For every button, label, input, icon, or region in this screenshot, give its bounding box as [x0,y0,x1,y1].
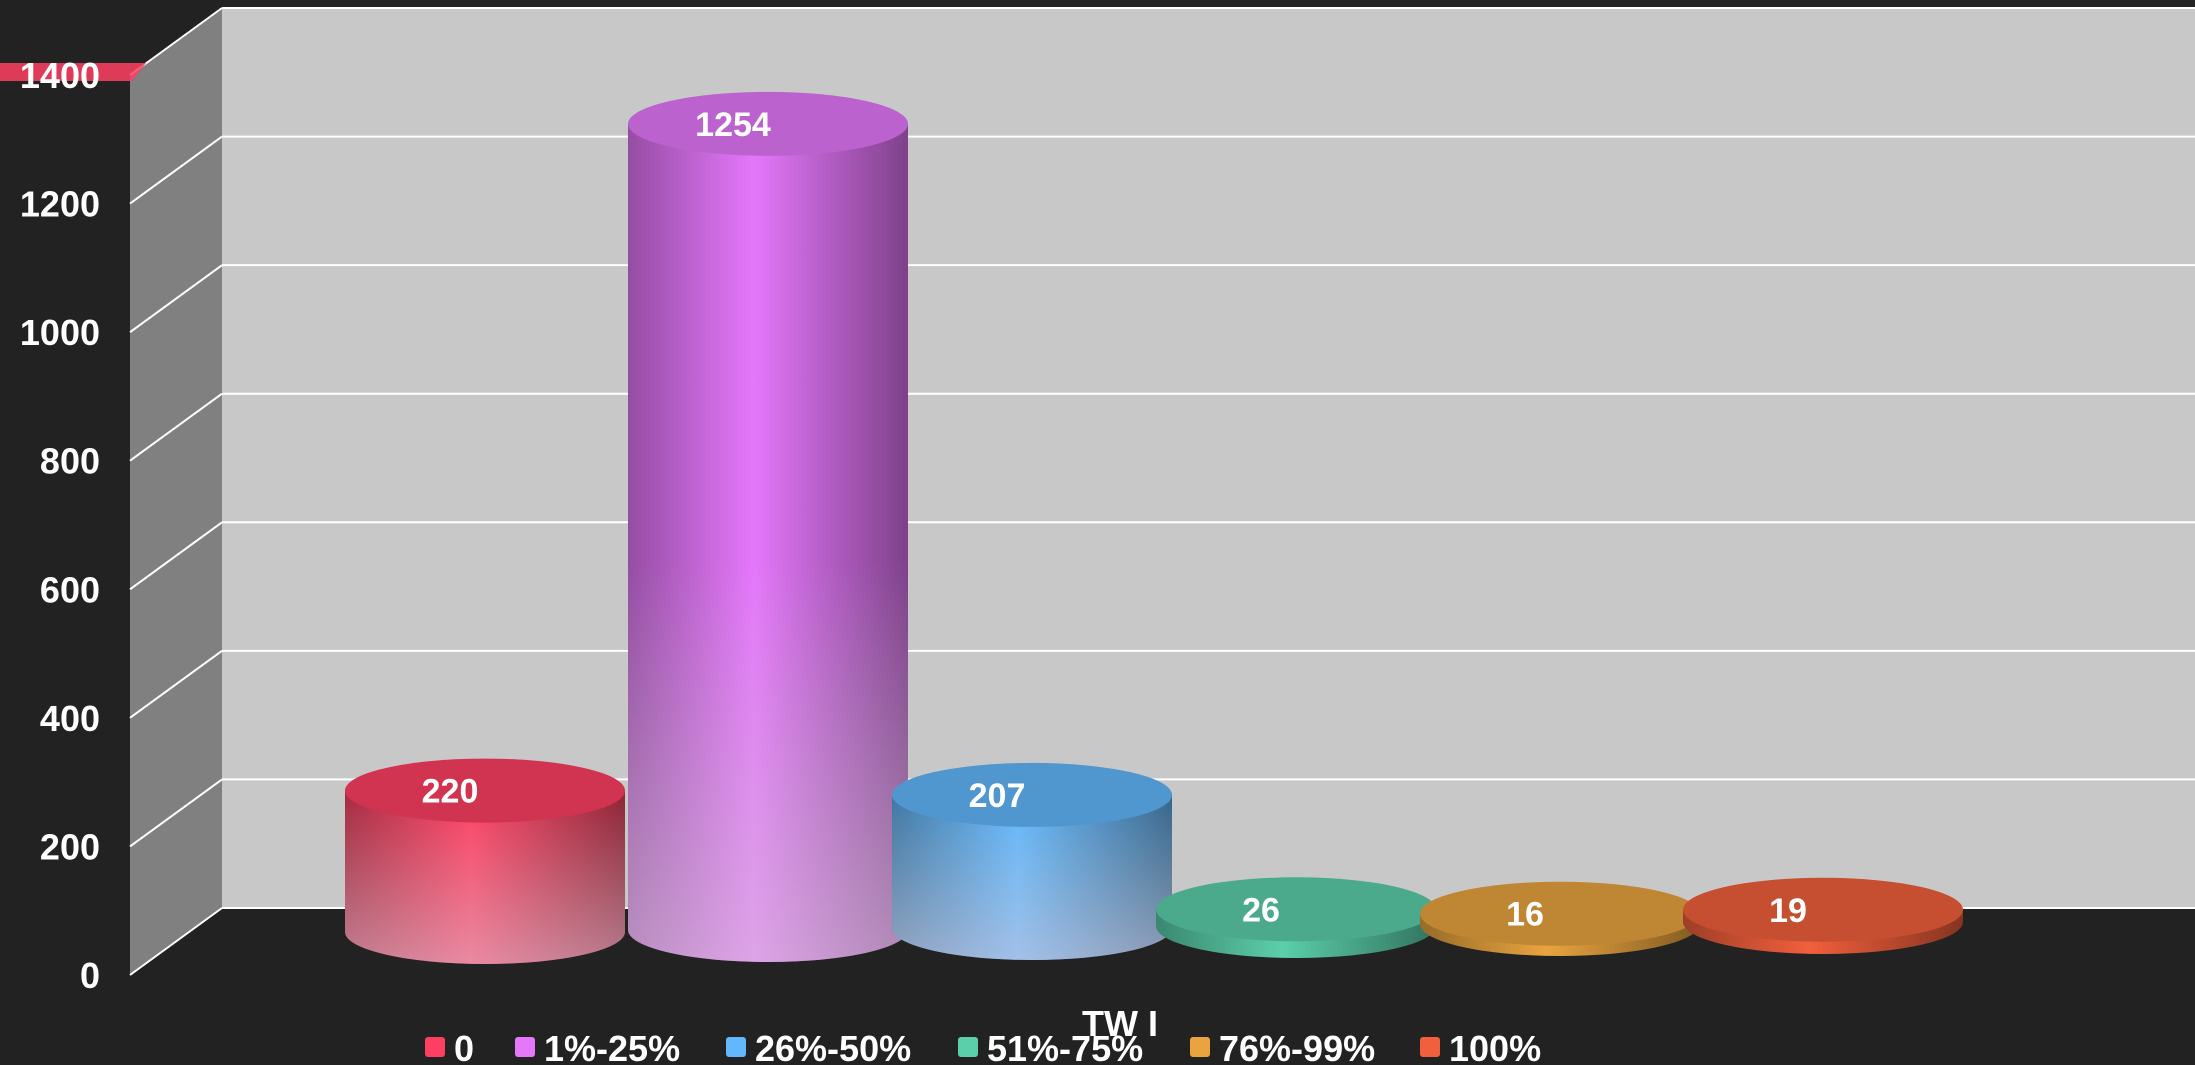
gridline-depth [129,392,223,462]
legend-label: 51%-75% [987,1028,1143,1065]
y-tick-label: 1000 [20,312,100,353]
y-tick-label: 400 [40,698,100,739]
y-tick-label: 1400 [20,55,100,96]
legend-swatch [515,1037,535,1057]
legend-label: 1%-25% [544,1028,680,1065]
bar-top [628,91,908,156]
bar [892,762,1172,960]
bar-top [345,758,625,823]
bar-top [1683,877,1963,942]
y-tick-label: 800 [40,441,100,482]
bar-reflection [892,794,1172,960]
gridline-depth [129,907,223,976]
legend-swatch [726,1037,746,1057]
bar [1683,877,1963,954]
data-label: 16 [1506,896,1544,934]
bar-reflection [345,790,625,964]
gridline-depth [129,264,223,333]
bar [1156,877,1436,958]
x-axis-title: TW I [1082,1003,1158,1044]
data-label: 19 [1769,892,1807,930]
bar [1420,881,1700,956]
bar-reflection [628,560,908,962]
data-label: 207 [969,777,1026,815]
legend-swatch [958,1037,978,1057]
bar [628,91,908,963]
y-tick-label: 0 [80,955,100,996]
legend-item: 51%-75% [958,1028,1143,1065]
data-label: 220 [422,773,479,811]
legend-item: 1%-25% [515,1028,680,1065]
bar-top [1420,881,1700,946]
legend-label: 26%-50% [755,1028,911,1065]
y-tick-highlight [0,63,146,81]
side-wall [130,8,222,975]
legend-swatch [425,1037,445,1057]
y-tick-label: 600 [40,569,100,610]
legend-item: 26%-50% [726,1028,911,1065]
back-wall [222,8,2195,908]
legend-swatch [1420,1037,1440,1057]
gridline-depth [129,521,223,591]
data-label: 1254 [695,106,771,144]
legend-item: 100% [1420,1028,1541,1065]
y-tick-label: 200 [40,826,100,867]
bar-top [892,762,1172,827]
y-tick-label: 1200 [20,184,100,225]
legend-item: 76%-99% [1190,1028,1375,1065]
gridline-depth [129,135,223,205]
bar [345,758,625,964]
gridline-depth [129,778,223,848]
legend-swatch [1190,1037,1210,1057]
legend-item: 0 [425,1028,474,1065]
bar-top [1156,877,1436,942]
legend-label: 76%-99% [1219,1028,1375,1065]
gridline-depth [129,650,223,719]
legend-label: 100% [1449,1028,1541,1065]
data-label: 26 [1242,891,1280,929]
legend-label: 0 [454,1028,474,1065]
